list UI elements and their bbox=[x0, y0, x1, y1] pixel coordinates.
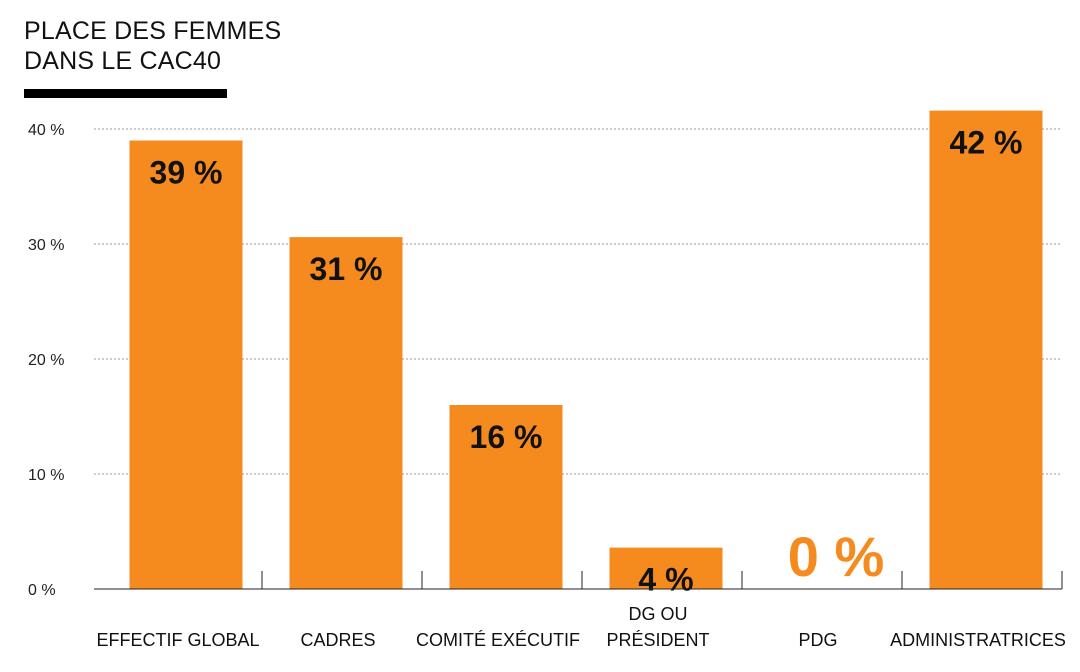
bar bbox=[449, 405, 563, 589]
chart-title: PLACE DES FEMMES DANS LE CAC40 bbox=[24, 16, 281, 76]
category-label: CADRES bbox=[300, 630, 375, 650]
category-label: PRÉSIDENT bbox=[606, 630, 709, 650]
category-label: ADMINISTRATRICES bbox=[890, 630, 1066, 650]
bar bbox=[609, 547, 723, 589]
bar-value-label: 16 % bbox=[470, 419, 543, 455]
y-tick-label: 0 % bbox=[28, 582, 56, 599]
category-label: DG OU bbox=[628, 604, 687, 624]
bar-value-label: 42 % bbox=[950, 125, 1023, 161]
bar-value-label: 4 % bbox=[638, 562, 693, 598]
bar bbox=[129, 140, 243, 589]
y-tick-label: 40 % bbox=[28, 122, 64, 139]
bar-value-label: 0 % bbox=[788, 525, 885, 588]
chart-title-line-2: DANS LE CAC40 bbox=[24, 47, 222, 75]
y-tick-label: 10 % bbox=[28, 467, 64, 484]
y-tick-label: 20 % bbox=[28, 352, 64, 369]
title-underline-bar bbox=[24, 89, 227, 98]
bar bbox=[929, 110, 1043, 589]
category-label: COMITÉ EXÉCUTIF bbox=[416, 630, 580, 650]
bar-value-label: 31 % bbox=[310, 251, 383, 287]
category-label: PDG bbox=[798, 630, 837, 650]
bar-value-label: 39 % bbox=[150, 155, 223, 191]
category-label: EFFECTIF GLOBAL bbox=[96, 630, 259, 650]
bar bbox=[289, 237, 403, 589]
chart-title-line-1: PLACE DES FEMMES bbox=[24, 17, 282, 45]
y-tick-label: 30 % bbox=[28, 237, 64, 254]
